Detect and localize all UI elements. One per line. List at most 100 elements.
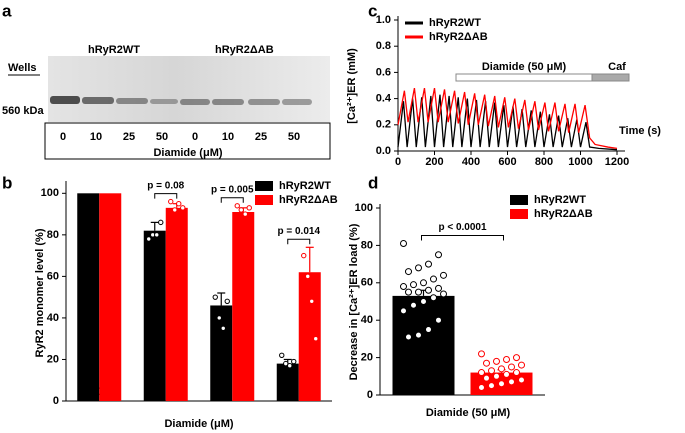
legend-label: hRyR2WT (279, 180, 331, 192)
data-point (425, 260, 432, 268)
y-tick-label: 0.0 (376, 145, 391, 157)
caf-bar (591, 73, 630, 82)
data-point (242, 211, 248, 217)
data-point (518, 361, 525, 369)
data-point (287, 362, 293, 369)
y-tick-label: 100 (41, 187, 59, 199)
data-point (168, 198, 174, 205)
data-point (493, 357, 500, 365)
y-tick-label: 0 (53, 395, 59, 407)
data-point (425, 326, 432, 334)
x-tick-label: 0 (395, 156, 401, 168)
data-point (430, 294, 437, 302)
y-tick-label: 0.2 (376, 119, 391, 131)
data-point (488, 382, 495, 390)
legend-label: hRyR2ΔAB (279, 194, 338, 206)
data-point (415, 264, 422, 272)
data-point (180, 205, 186, 211)
data-point (440, 271, 447, 279)
data-point (279, 352, 285, 359)
data-point (224, 298, 230, 305)
data-point (435, 316, 442, 324)
lane-label: 10 (222, 131, 234, 143)
data-point (415, 331, 422, 339)
data-point (400, 240, 407, 248)
lane-label: 25 (123, 131, 135, 143)
data-point (154, 232, 160, 238)
y-tick-label: 0.8 (376, 40, 391, 52)
data-point (483, 359, 490, 367)
p-value: p = 0.08 (147, 180, 184, 191)
p-value: p < 0.0001 (438, 222, 487, 233)
data-point (488, 367, 495, 375)
diamide-bar (455, 73, 593, 82)
data-point (238, 207, 244, 213)
lane-label: 50 (288, 131, 300, 143)
data-point (478, 369, 485, 377)
data-point (309, 298, 315, 305)
p-value: p = 0.014 (277, 226, 320, 237)
bar (298, 272, 321, 401)
panel-letter: b (2, 173, 12, 192)
bar (77, 193, 100, 401)
data-point (478, 384, 485, 392)
legend-swatch (510, 209, 528, 219)
data-point (415, 288, 422, 296)
data-point (425, 286, 432, 294)
lane-label: 50 (156, 131, 168, 143)
y-tick-label: 80 (361, 239, 373, 251)
legend-label: hRyR2WT (429, 17, 481, 29)
data-point (305, 273, 311, 280)
data-point (146, 236, 152, 242)
legend-label: hRyR2WT (534, 194, 586, 206)
data-point (220, 325, 226, 332)
x-tick-label: 200 (425, 156, 443, 168)
lane-label: 0 (60, 131, 66, 143)
data-point (513, 369, 520, 377)
y-axis-label: RyR2 monomer level (%) (34, 228, 46, 357)
significance-bracket (421, 235, 504, 241)
legend-swatch (510, 195, 528, 205)
bar (143, 230, 166, 401)
data-point (503, 370, 510, 378)
bar (232, 212, 255, 401)
bar (210, 305, 233, 401)
x-axis-label: Time (s) (619, 125, 661, 137)
data-point (498, 380, 505, 388)
y-tick-label: 20 (47, 353, 59, 365)
data-point (508, 378, 515, 386)
x-tick-label: 800 (535, 156, 553, 168)
data-point (440, 290, 447, 298)
data-point (405, 288, 412, 296)
data-point (435, 251, 442, 259)
y-axis-label: Decrease in [Ca²⁺]ER load (%) (348, 223, 360, 380)
y-tick-label: 80 (47, 229, 59, 241)
data-point (405, 268, 412, 276)
data-point (435, 284, 442, 292)
data-point (400, 307, 407, 315)
y-tick-label: 20 (361, 352, 373, 364)
blot-image (48, 56, 330, 122)
group-label: hRyR2WT (88, 44, 140, 56)
data-point (518, 376, 525, 384)
data-point (216, 315, 222, 321)
row-label: Wells (8, 62, 37, 74)
x-tick-label: 600 (498, 156, 516, 168)
data-point (498, 365, 505, 373)
data-point (420, 298, 427, 305)
y-axis-label: [Ca²⁺]ER (mM) (346, 48, 358, 124)
data-point (212, 294, 218, 300)
series-line (397, 94, 618, 151)
data-point (172, 207, 178, 213)
data-point (493, 372, 500, 380)
data-point (234, 203, 240, 209)
data-point (478, 350, 485, 358)
data-point (430, 275, 437, 283)
row-label: 560 kDa (2, 105, 44, 117)
group-label: hRyR2ΔAB (215, 44, 274, 56)
data-point (420, 279, 427, 287)
y-tick-label: 60 (47, 270, 59, 282)
x-axis-label: Diamide (μM) (164, 418, 233, 430)
data-point (313, 335, 319, 342)
data-point (283, 360, 289, 367)
